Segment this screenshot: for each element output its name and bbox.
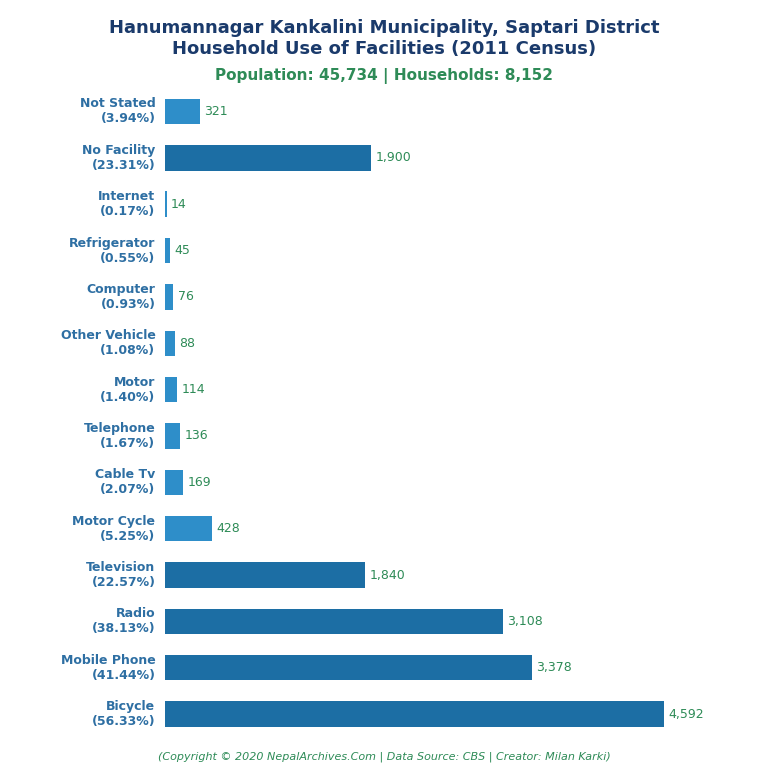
Bar <box>165 377 177 402</box>
Bar <box>165 609 502 634</box>
Text: 136: 136 <box>184 429 208 442</box>
Text: Population: 45,734 | Households: 8,152: Population: 45,734 | Households: 8,152 <box>215 68 553 84</box>
Text: 169: 169 <box>188 476 211 488</box>
Text: Household Use of Facilities (2011 Census): Household Use of Facilities (2011 Census… <box>172 40 596 58</box>
Text: 321: 321 <box>204 105 228 118</box>
Bar <box>165 330 174 356</box>
Text: Hanumannagar Kankalini Municipality, Saptari District: Hanumannagar Kankalini Municipality, Sap… <box>109 19 659 37</box>
Text: 114: 114 <box>182 383 206 396</box>
Bar <box>165 99 200 124</box>
Bar <box>165 516 211 541</box>
Bar <box>165 191 167 217</box>
Bar <box>165 655 531 680</box>
Text: 1,840: 1,840 <box>369 568 405 581</box>
Text: 88: 88 <box>179 337 195 349</box>
Bar <box>165 145 372 170</box>
Text: 4,592: 4,592 <box>668 707 703 720</box>
Bar <box>165 562 365 588</box>
Text: 14: 14 <box>171 197 187 210</box>
Bar <box>165 469 184 495</box>
Text: (Copyright © 2020 NepalArchives.Com | Data Source: CBS | Creator: Milan Karki): (Copyright © 2020 NepalArchives.Com | Da… <box>157 751 611 762</box>
Text: 1,900: 1,900 <box>376 151 412 164</box>
Bar <box>165 284 174 310</box>
Text: 3,108: 3,108 <box>507 615 543 628</box>
Bar <box>165 423 180 449</box>
Bar <box>165 701 664 727</box>
Bar <box>165 238 170 263</box>
Text: 45: 45 <box>174 244 190 257</box>
Text: 76: 76 <box>177 290 194 303</box>
Text: 3,378: 3,378 <box>536 661 572 674</box>
Text: 428: 428 <box>216 522 240 535</box>
